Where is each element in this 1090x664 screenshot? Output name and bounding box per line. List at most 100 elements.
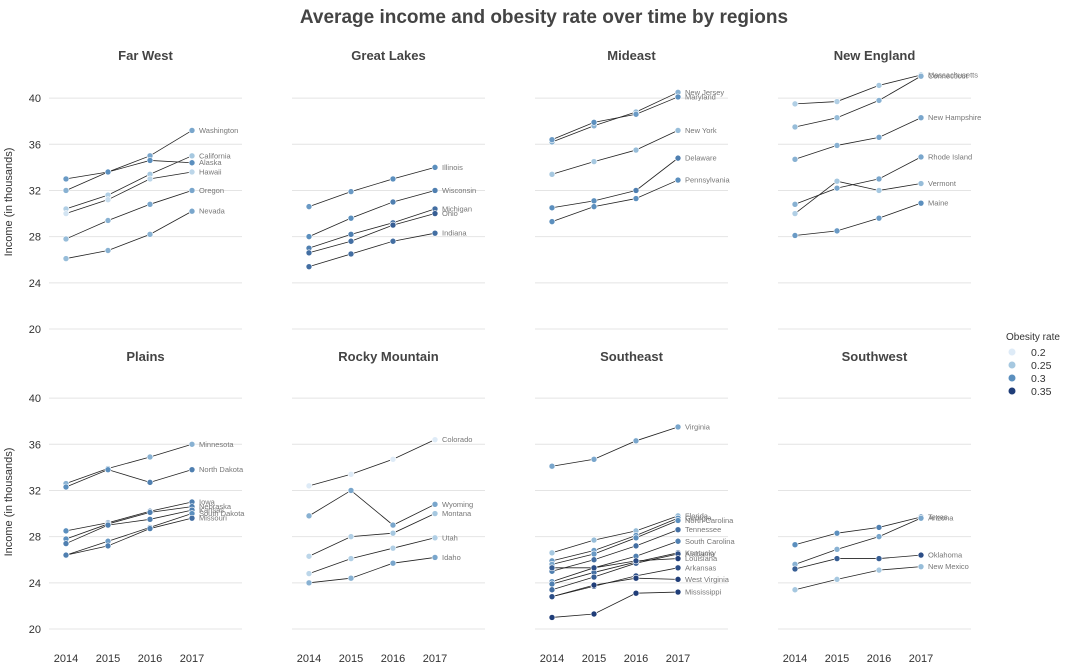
data-point	[632, 542, 640, 550]
x-tick-label: 2014	[54, 653, 78, 664]
series-line	[551, 130, 679, 175]
data-point	[104, 542, 112, 550]
data-point	[590, 550, 598, 558]
x-tick-label: 2015	[96, 653, 120, 664]
data-point	[347, 487, 355, 494]
series-label: Tennessee	[685, 525, 721, 534]
series-line	[308, 208, 436, 249]
data-point	[917, 72, 925, 80]
y-tick-label: 28	[29, 532, 41, 544]
series-label: Missouri	[199, 514, 227, 523]
series-label: Washington	[199, 126, 238, 135]
series-line	[65, 130, 193, 191]
series-line	[308, 213, 436, 254]
data-point	[347, 574, 355, 582]
data-point	[431, 210, 439, 217]
data-point	[875, 82, 883, 89]
data-point	[305, 512, 313, 520]
x-tick-label: 2017	[180, 653, 204, 664]
facet-panel: Far West 20 24 28 32 36 40 Income (in thousands…	[3, 48, 242, 336]
legend-label: 0.2	[1031, 347, 1046, 359]
series-line	[794, 180, 922, 214]
series-label: Arkansas	[685, 563, 717, 572]
y-tick-label: 20	[29, 624, 41, 636]
series-label: New York	[685, 126, 717, 135]
data-point	[590, 573, 598, 581]
series-label: Louisiana	[685, 554, 718, 563]
series-line	[794, 516, 922, 546]
data-point	[590, 581, 598, 589]
y-tick-label: 36	[29, 439, 41, 451]
data-point	[632, 195, 640, 202]
series-line	[551, 517, 679, 562]
data-point	[431, 187, 439, 194]
data-point	[104, 466, 112, 473]
series-line	[65, 517, 193, 556]
series-label: Wyoming	[442, 500, 473, 509]
series-label: Florida	[685, 511, 709, 520]
series-line	[308, 513, 436, 557]
series-line	[794, 74, 922, 105]
series-line	[308, 489, 436, 526]
legend-swatch	[1008, 374, 1016, 382]
data-point	[833, 227, 841, 235]
legend-swatch	[1008, 361, 1016, 369]
data-point	[347, 555, 355, 562]
facet-grid: Far West 20 24 28 32 36 40 Income (in thousands…	[3, 48, 981, 664]
data-point	[188, 159, 196, 167]
series-label: Illinois	[442, 163, 463, 172]
data-point	[62, 175, 70, 183]
data-point	[917, 199, 925, 207]
series-label: Texas	[928, 513, 948, 522]
series-line	[794, 117, 922, 160]
data-point	[146, 453, 154, 461]
series-line	[551, 591, 679, 618]
x-tick-label: 2016	[624, 653, 648, 664]
data-point	[389, 529, 397, 537]
series-line	[65, 155, 193, 210]
data-point	[674, 423, 682, 431]
y-tick-label: 36	[29, 139, 41, 151]
data-point	[146, 231, 154, 238]
data-point	[791, 123, 799, 131]
series-line	[551, 529, 679, 572]
series-line	[65, 509, 193, 544]
series-line	[65, 443, 193, 484]
x-tick-label: 2015	[582, 653, 606, 664]
data-point	[590, 119, 598, 126]
y-tick-label: 40	[29, 93, 41, 105]
data-point	[791, 100, 799, 108]
series-line	[65, 190, 193, 240]
series-label: Utah	[442, 533, 458, 542]
facet-title: Southwest	[842, 349, 908, 364]
series-label: Arizona	[928, 514, 954, 523]
data-point	[347, 231, 355, 238]
data-point	[389, 175, 397, 183]
data-point	[389, 559, 397, 567]
data-point	[104, 247, 112, 254]
series-line	[794, 202, 922, 236]
data-point	[674, 555, 682, 562]
data-point	[674, 517, 682, 524]
series-line	[308, 232, 436, 268]
data-point	[347, 533, 355, 540]
series-line	[308, 557, 436, 584]
series-line	[308, 439, 436, 487]
legend-label: 0.35	[1031, 386, 1052, 398]
data-point	[590, 536, 598, 544]
series-label: South Dakota	[199, 509, 245, 518]
data-point	[188, 466, 196, 473]
series-label: New Mexico	[928, 562, 969, 571]
data-point	[431, 510, 439, 517]
legend: Obesity rate 0.20.250.30.35	[1006, 332, 1060, 398]
x-tick-label: 2017	[423, 653, 447, 664]
series-line	[65, 469, 193, 488]
data-point	[188, 207, 196, 215]
data-point	[590, 564, 598, 572]
series-line	[308, 166, 436, 207]
data-point	[389, 521, 397, 529]
series-line	[551, 520, 679, 565]
